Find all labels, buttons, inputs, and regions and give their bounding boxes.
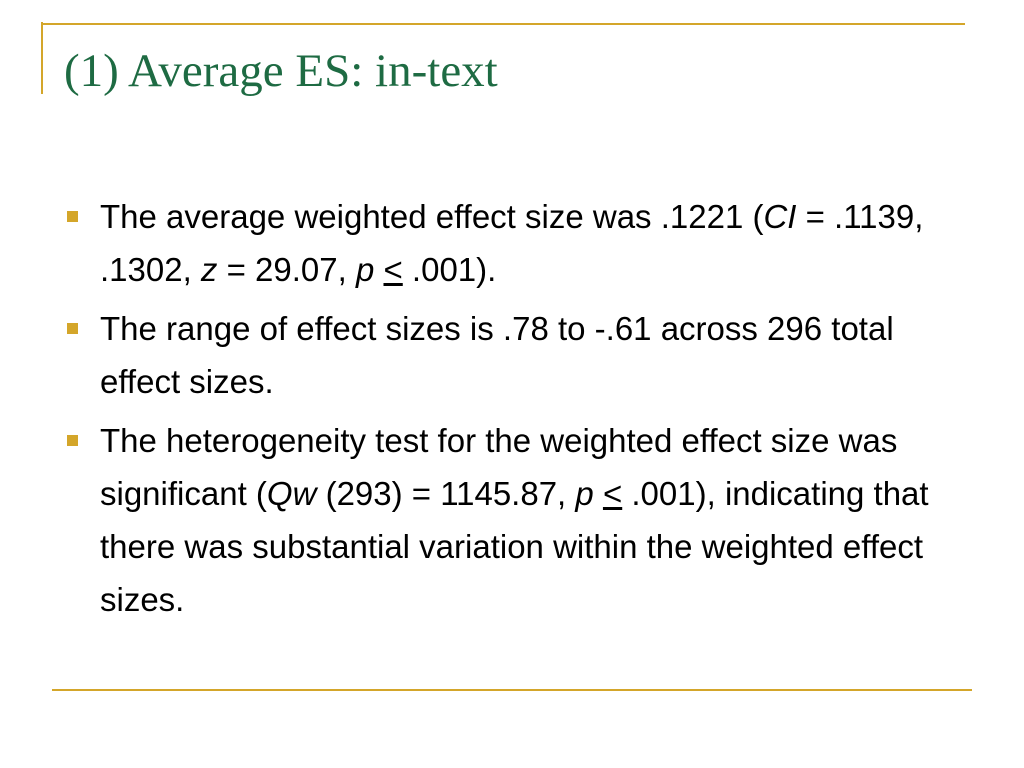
footer-rule: [52, 689, 972, 691]
title-rule-vertical: [41, 22, 43, 94]
text-run: <: [602, 475, 623, 512]
text-run: (293) = 1145.87,: [316, 475, 576, 512]
text-run: CI: [763, 198, 797, 235]
text-run: [594, 475, 603, 512]
text-run: <: [383, 251, 403, 288]
bullet-marker: [67, 323, 78, 334]
bullet-item: The heterogeneity test for the weighted …: [67, 414, 970, 626]
bullet-marker: [67, 435, 78, 446]
slide-title: (1) Average ES: in-text: [64, 45, 498, 97]
text-run: The heterogeneity test for the weighted …: [100, 422, 898, 512]
bullet-item: The range of effect sizes is .78 to -.61…: [67, 302, 970, 408]
bullet-item: The average weighted effect size was .12…: [67, 190, 970, 296]
title-rule-horizontal: [41, 23, 965, 25]
bullet-marker: [67, 211, 78, 222]
text-run: Qw: [266, 475, 317, 512]
text-run: The average weighted effect size was .12…: [100, 198, 764, 235]
bullet-list: The average weighted effect size was .12…: [67, 190, 970, 632]
text-run: .001).: [402, 251, 497, 288]
text-run: p: [575, 475, 594, 512]
text-run: = 29.07,: [217, 251, 356, 288]
text-run: = .1139, .1302,: [100, 198, 924, 288]
text-run: z: [200, 251, 218, 288]
text-run: The range of effect sizes is .78 to -.61…: [100, 310, 894, 400]
text-run: .001), indicating that there was substan…: [100, 475, 929, 618]
text-run: p: [355, 251, 375, 288]
